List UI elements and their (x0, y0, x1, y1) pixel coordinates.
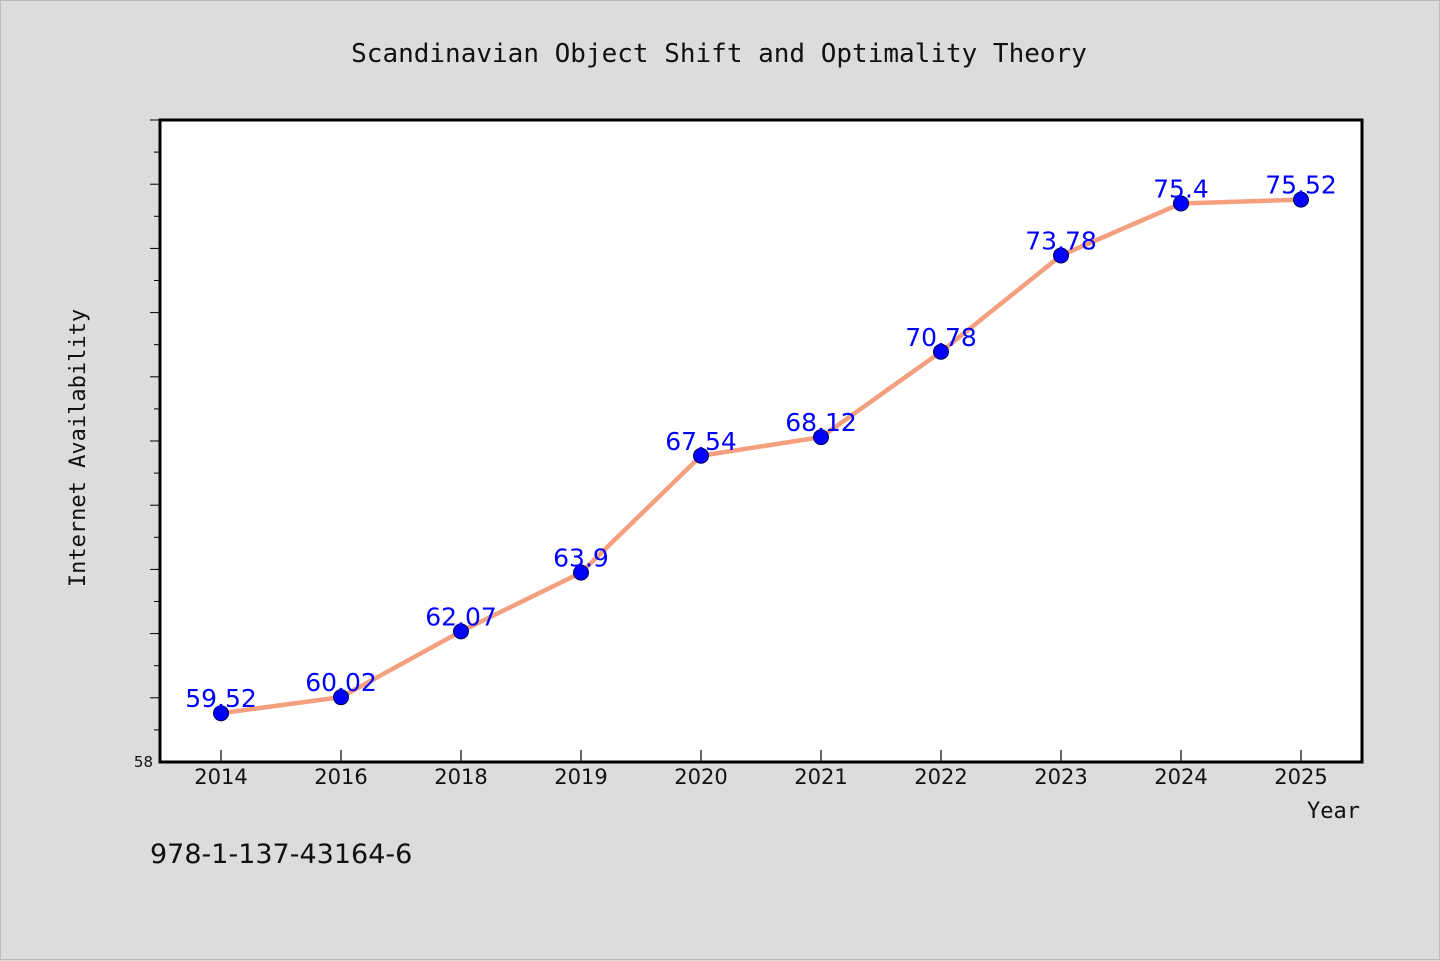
x-tick-label: 2025 (1274, 765, 1327, 789)
series-line (218, 197, 1304, 716)
footer-isbn-text: 978-1-137-43164-6 (150, 839, 412, 870)
series-line-group (218, 197, 1304, 716)
x-tick-label: 2021 (794, 765, 847, 789)
x-tick-label: 2022 (914, 765, 967, 789)
data-value-label: 62.07 (425, 602, 497, 631)
x-tick-label: 2016 (314, 765, 367, 789)
x-tick-label: 2024 (1154, 765, 1207, 789)
x-tick-labels: 2014 2016 2018 2019 2020 2021 2022 2023 2024 2025 (194, 765, 1327, 789)
data-value-label: 59.52 (185, 684, 257, 713)
data-point-marker (1053, 247, 1069, 264)
data-value-label: 70.78 (905, 323, 977, 352)
data-value-label: 60.02 (305, 668, 377, 697)
data-value-label: 63.9 (553, 544, 609, 573)
data-value-label: 67.54 (665, 427, 737, 456)
x-tick-label: 2019 (554, 765, 607, 789)
x-tick-label: 2018 (434, 765, 487, 789)
data-point-marker (1173, 195, 1189, 212)
data-value-label: 73.78 (1025, 226, 1097, 255)
data-value-label: 75.52 (1265, 171, 1337, 200)
y-tick-label-min: 58 (134, 753, 153, 771)
x-axis-ticks (220, 750, 1302, 762)
data-point-marker (333, 689, 349, 706)
data-point-marker (813, 429, 829, 446)
plot-area (158, 118, 1364, 764)
chart-title: Scandinavian Object Shift and Optimality… (351, 39, 1087, 69)
data-point-marker (693, 447, 709, 464)
y-axis-title: Internet Availability (66, 309, 91, 587)
x-tick-label: 2014 (194, 765, 247, 789)
data-point-marker (453, 623, 469, 640)
data-value-label: 75.4 (1153, 174, 1209, 203)
x-tick-label: 2023 (1034, 765, 1087, 789)
data-point-marker (573, 564, 589, 581)
data-point-marker (213, 705, 229, 722)
data-point-marker (1293, 191, 1309, 208)
x-axis-title: Year (1307, 799, 1360, 824)
data-labels: 59.52 60.02 62.07 63.9 67.54 68.12 70.78 73.78 7… (185, 171, 1337, 714)
data-point-marker (933, 343, 949, 360)
x-tick-label: 2020 (674, 765, 727, 789)
data-markers (213, 191, 1309, 722)
y-axis-ticks (150, 119, 160, 731)
data-value-label: 68.12 (785, 408, 857, 437)
